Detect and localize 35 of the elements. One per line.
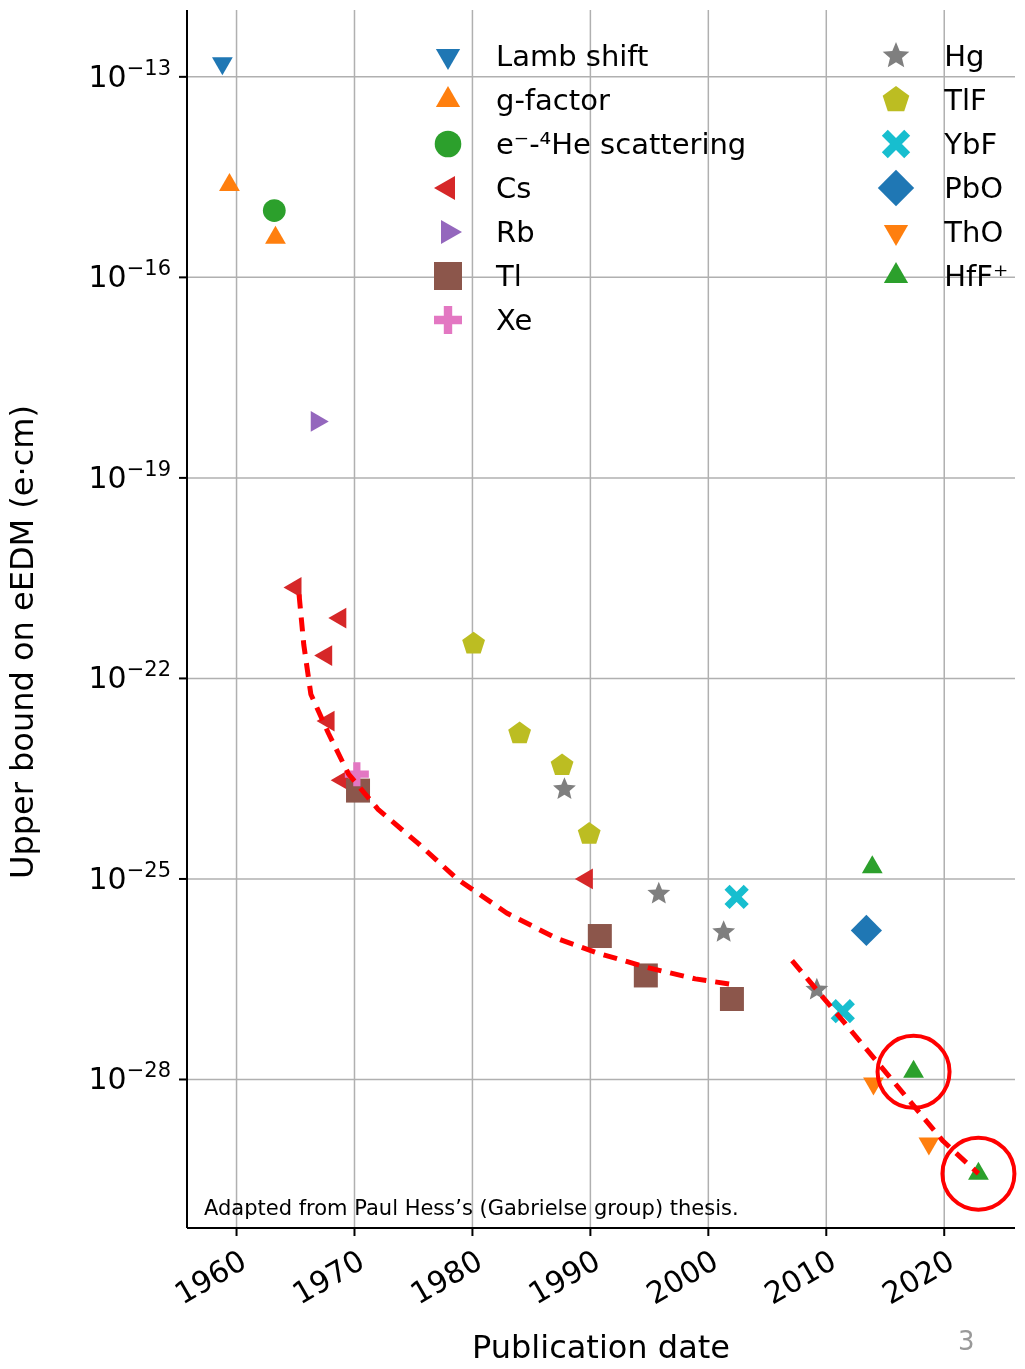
point xyxy=(723,883,750,911)
legend-label: Xe xyxy=(496,303,533,337)
point xyxy=(553,777,576,799)
y-tick-label: 10$^{−22}$ xyxy=(88,657,171,696)
point xyxy=(577,822,601,844)
legend-label: g-factor xyxy=(496,83,610,117)
legend-label: ThO xyxy=(944,215,1004,249)
legend-label: Hg xyxy=(944,39,985,73)
legend-label: PbO xyxy=(944,171,1004,205)
point xyxy=(647,881,671,904)
point xyxy=(587,924,612,949)
y-tick-label: 10$^{−28}$ xyxy=(88,1058,171,1097)
legend-label: Cs xyxy=(496,171,532,205)
point xyxy=(550,753,574,776)
y-tick-label: 10$^{−16}$ xyxy=(88,256,171,295)
legend-label: Lamb shift xyxy=(496,39,649,73)
text: 3 xyxy=(958,1326,975,1356)
legend-label: e⁻-⁴He scattering xyxy=(496,127,747,161)
y-tick-label: 10$^{−19}$ xyxy=(88,456,171,495)
y-tick-label: 10$^{−13}$ xyxy=(88,55,171,94)
point xyxy=(262,199,286,222)
legend-label: Tl xyxy=(496,259,522,293)
y-tick-label: 10$^{−25}$ xyxy=(88,857,171,896)
legend-label: Rb xyxy=(496,215,535,249)
legend-label: TlF xyxy=(944,83,987,117)
y-axis-title: Upper bound on eEDM (e·cm) xyxy=(3,405,42,879)
point xyxy=(508,721,532,744)
point xyxy=(712,920,736,942)
point xyxy=(719,987,744,1011)
point xyxy=(850,914,882,946)
legend-label: YbF xyxy=(944,127,998,161)
point xyxy=(462,631,486,654)
legend-label: HfF⁺ xyxy=(944,259,1009,293)
annotation: Adapted from Paul Hess’s (Gabrielse group) thesis. xyxy=(204,1196,739,1220)
x-axis-title: Publication date xyxy=(472,1328,730,1366)
